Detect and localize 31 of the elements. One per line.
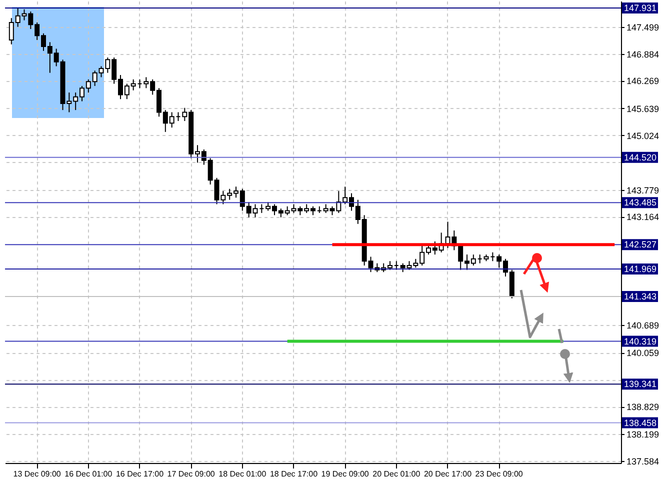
y-tick-label: 140.059 bbox=[626, 348, 660, 358]
x-tick-label: 13 Dec 09:00 bbox=[13, 470, 62, 478]
y-tick-label: 138.199 bbox=[626, 430, 660, 440]
y-tick-label: 146.884 bbox=[626, 49, 660, 60]
y-tick-label: 138.829 bbox=[626, 402, 660, 412]
x-tick-label: 16 Dec 01:00 bbox=[64, 470, 113, 478]
ref-line-label: 138.458 bbox=[624, 418, 657, 428]
x-tick-label: 18 Dec 17:00 bbox=[270, 470, 318, 478]
y-tick-label: 140.689 bbox=[626, 320, 660, 331]
y-tick-label: 143.164 bbox=[626, 212, 660, 222]
x-tick-label: 20 Dec 17:00 bbox=[424, 470, 472, 478]
y-tick-label: 137.584 bbox=[626, 456, 660, 467]
ref-line-label: 144.520 bbox=[624, 152, 657, 162]
x-tick-label: 18 Dec 01:00 bbox=[218, 470, 267, 478]
ref-line-label: 141.343 bbox=[624, 291, 657, 302]
y-tick-label: 145.024 bbox=[626, 130, 660, 141]
ref-line-label: 143.485 bbox=[624, 198, 657, 208]
ref-line-label: 147.931 bbox=[624, 2, 657, 13]
y-tick-label: 146.269 bbox=[626, 76, 660, 86]
ref-line-label: 139.341 bbox=[624, 379, 657, 390]
y-tick-label: 143.779 bbox=[626, 185, 660, 196]
y-tick-label: 147.499 bbox=[626, 22, 660, 32]
x-tick-label: 23 Dec 09:00 bbox=[475, 470, 524, 478]
x-tick-label: 20 Dec 01:00 bbox=[372, 470, 421, 478]
ref-line-label: 142.527 bbox=[624, 240, 657, 250]
ref-line-label: 141.969 bbox=[624, 264, 657, 274]
x-tick-label: 19 Dec 09:00 bbox=[321, 470, 370, 478]
x-tick-label: 16 Dec 17:00 bbox=[116, 470, 164, 478]
y-tick-label: 145.639 bbox=[626, 104, 660, 114]
ref-line-label: 140.319 bbox=[624, 336, 657, 346]
x-tick-label: 17 Dec 09:00 bbox=[167, 470, 216, 478]
